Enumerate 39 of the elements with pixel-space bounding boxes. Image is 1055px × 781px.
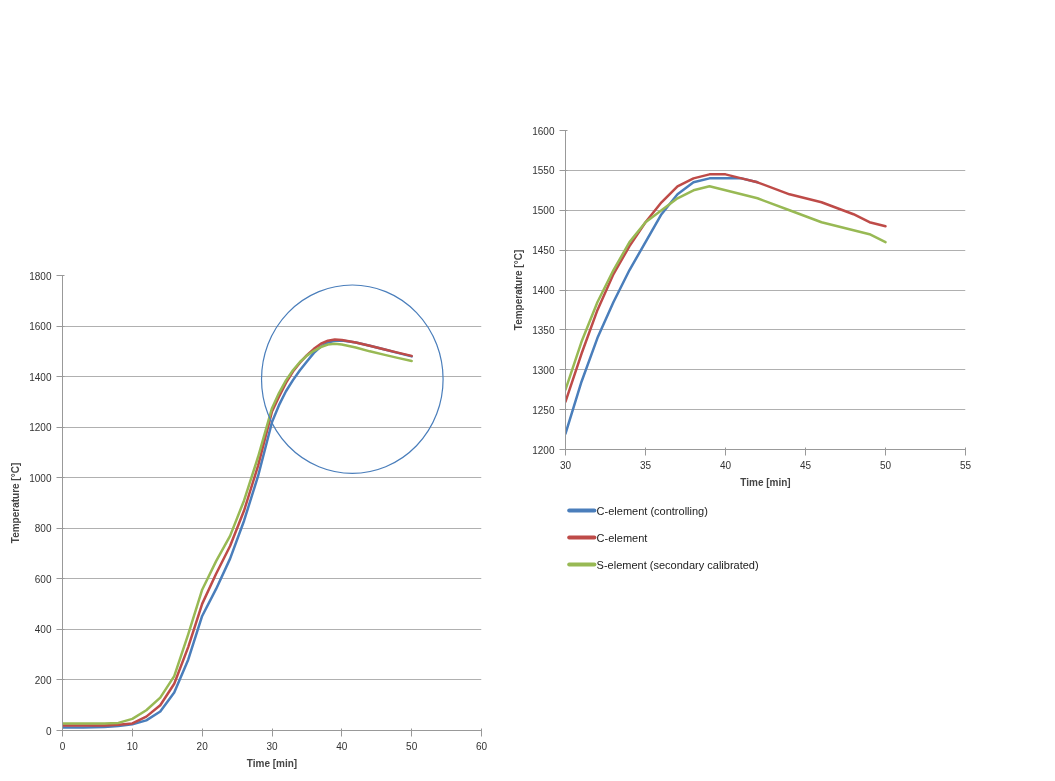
x-tick-label: 40 [719,459,732,471]
y-tick-label: 800 [34,523,52,535]
x-tick-label: 55 [959,459,972,471]
x-tick-label: 30 [559,459,572,471]
y-tick-label: 1250 [532,404,555,416]
y-tick-label: 600 [34,573,52,585]
y-axis-title: Temperature [°C] [10,462,22,544]
y-tick-label: 1000 [29,472,52,484]
y-tick-label: 1400 [532,285,555,296]
x-tick-label: 60 [475,740,488,752]
y-axis-title: Temperature [°C] [513,249,525,331]
y-tick-label: 1200 [29,422,52,434]
y-tick-label: 1200 [532,444,555,456]
y-tick-label: 1450 [532,245,555,257]
x-tick-label: 50 [406,740,418,752]
y-tick-label: 1600 [532,125,555,137]
x-tick-label: 0 [59,740,66,752]
x-tick-label: 40 [336,740,348,752]
x-tick-label: 20 [196,740,209,752]
y-tick-label: 1400 [29,371,52,383]
y-tick-label: 1500 [532,205,555,217]
y-tick-label: 0 [45,725,52,737]
y-tick-label: 1600 [29,321,52,333]
x-tick-label: 50 [879,459,892,471]
y-tick-label: 1300 [532,364,555,376]
x-axis-title: Time [min] [246,757,298,769]
legend-label: C-element (controlling) [596,504,708,517]
y-tick-label: 200 [34,674,52,686]
x-tick-label: 10 [126,740,139,752]
legend-label: S-element (secondary calibrated) [596,558,759,571]
x-tick-label: 30 [266,740,278,752]
y-tick-label: 1550 [532,165,555,177]
y-tick-label: 1350 [532,324,555,336]
y-tick-label: 1800 [29,270,52,282]
y-tick-label: 400 [34,624,52,636]
legend-label: C-element [596,531,648,544]
x-tick-label: 45 [799,459,812,471]
x-tick-label: 35 [639,459,652,471]
x-axis-title: Time [min] [740,476,791,488]
